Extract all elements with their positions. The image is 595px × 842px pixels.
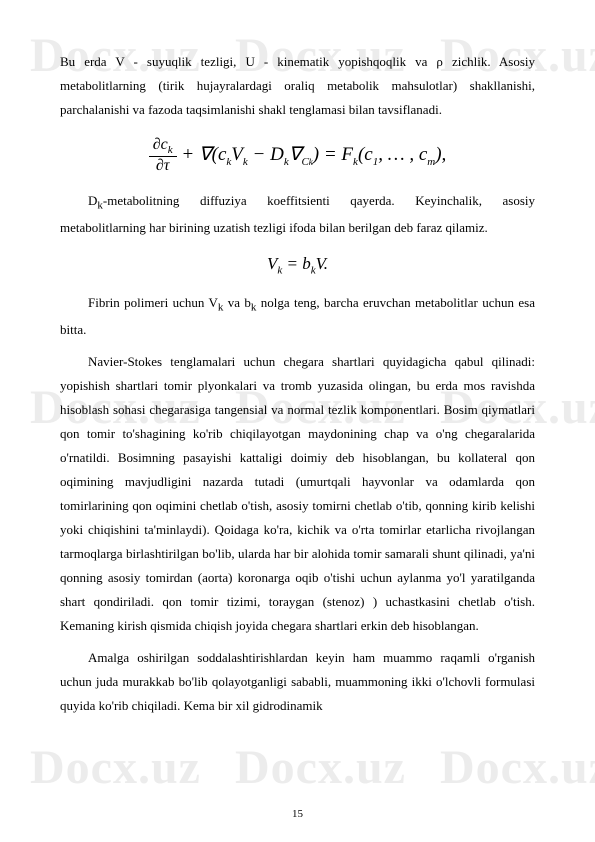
- watermark: Docx.uz: [235, 740, 406, 795]
- eq-text: , … , c: [378, 144, 427, 165]
- watermark: Docx.uz: [30, 740, 201, 795]
- eq-text: (c: [358, 144, 373, 165]
- eq-text: V.: [316, 254, 328, 273]
- eq-text: + ∇(c: [181, 144, 226, 165]
- watermark: Docx.uz: [440, 740, 595, 795]
- paragraph-4: Navier-Stokes tenglamalari uchun chegara…: [60, 350, 535, 639]
- para-text: -metabolitning diffuziya koeffitsienti q…: [60, 193, 535, 235]
- page-content: Bu erda V - suyuqlik tezligi, U - kinema…: [60, 50, 535, 718]
- page-number: 15: [292, 808, 303, 820]
- paragraph-1: Bu erda V - suyuqlik tezligi, U - kinema…: [60, 50, 535, 122]
- eq-text: k: [168, 144, 173, 156]
- eq-text: ) = F: [313, 144, 353, 165]
- paragraph-5: Amalga oshirilgan soddalashtirishlardan …: [60, 646, 535, 718]
- paragraph-2: Dk-metabolitning diffuziya koeffitsienti…: [60, 189, 535, 240]
- eq-text: ∇: [289, 144, 302, 165]
- paragraph-3: Fibrin polimeri uchun Vk va bk nolga ten…: [60, 291, 535, 342]
- eq-text: V: [267, 254, 277, 273]
- eq-text: − D: [248, 144, 284, 165]
- eq-text: ∂τ: [149, 157, 177, 175]
- para-text: D: [88, 193, 97, 208]
- eq-text: ),: [435, 144, 446, 165]
- eq-text: C: [301, 156, 308, 168]
- equation-1: ∂ck ∂τ + ∇(ckVk − Dk∇Ck) = Fk(c1, … , cm…: [60, 136, 535, 175]
- eq-text: V: [231, 144, 243, 165]
- para-text: Fibrin polimeri uchun V: [88, 295, 218, 310]
- eq-text: ∂c: [153, 136, 168, 153]
- eq-text: = b: [282, 254, 310, 273]
- para-text: va b: [223, 295, 251, 310]
- equation-2: Vk = bkV.: [60, 254, 535, 276]
